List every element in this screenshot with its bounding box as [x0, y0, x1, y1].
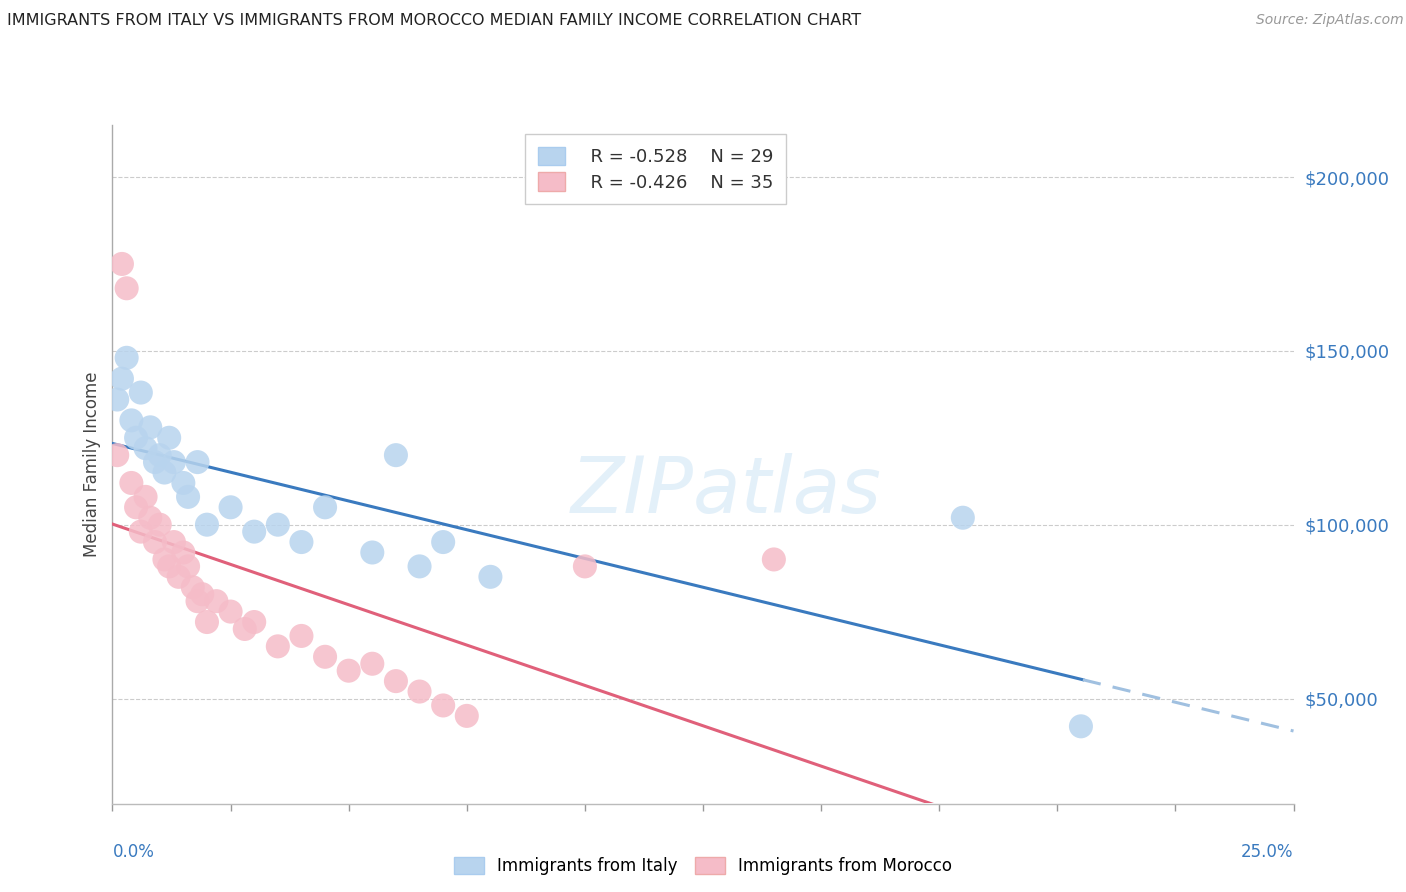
Point — [432, 535, 454, 549]
Point — [157, 559, 180, 574]
Point — [479, 570, 502, 584]
Point — [385, 674, 408, 689]
Point — [432, 698, 454, 713]
Point — [139, 420, 162, 434]
Point — [205, 594, 228, 608]
Point — [952, 510, 974, 524]
Point — [219, 500, 242, 515]
Point — [120, 413, 142, 427]
Point — [361, 545, 384, 559]
Point — [361, 657, 384, 671]
Text: 25.0%: 25.0% — [1241, 843, 1294, 861]
Point — [177, 559, 200, 574]
Point — [129, 385, 152, 400]
Point — [139, 510, 162, 524]
Point — [337, 664, 360, 678]
Point — [172, 475, 194, 490]
Point — [153, 466, 176, 480]
Point — [125, 500, 148, 515]
Point — [177, 490, 200, 504]
Point — [105, 448, 128, 462]
Point — [135, 441, 157, 455]
Point — [1070, 719, 1092, 733]
Point — [115, 351, 138, 365]
Point — [157, 431, 180, 445]
Point — [149, 517, 172, 532]
Point — [149, 448, 172, 462]
Point — [243, 524, 266, 539]
Point — [408, 684, 430, 698]
Point — [191, 587, 214, 601]
Point — [574, 559, 596, 574]
Text: 0.0%: 0.0% — [112, 843, 155, 861]
Point — [385, 448, 408, 462]
Point — [163, 455, 186, 469]
Point — [135, 490, 157, 504]
Point — [195, 517, 218, 532]
Legend:   R = -0.528    N = 29,   R = -0.426    N = 35: R = -0.528 N = 29, R = -0.426 N = 35 — [526, 134, 786, 204]
Point — [125, 431, 148, 445]
Point — [195, 615, 218, 629]
Point — [105, 392, 128, 407]
Point — [167, 570, 190, 584]
Point — [219, 605, 242, 619]
Point — [267, 517, 290, 532]
Y-axis label: Median Family Income: Median Family Income — [83, 371, 101, 557]
Point — [172, 545, 194, 559]
Point — [314, 500, 336, 515]
Point — [153, 552, 176, 566]
Point — [111, 372, 134, 386]
Point — [111, 257, 134, 271]
Point — [314, 649, 336, 664]
Point — [115, 281, 138, 295]
Point — [408, 559, 430, 574]
Legend: Immigrants from Italy, Immigrants from Morocco: Immigrants from Italy, Immigrants from M… — [446, 849, 960, 884]
Point — [233, 622, 256, 636]
Point — [163, 535, 186, 549]
Point — [120, 475, 142, 490]
Point — [186, 594, 208, 608]
Point — [290, 535, 312, 549]
Point — [143, 455, 166, 469]
Point — [129, 524, 152, 539]
Point — [267, 640, 290, 654]
Text: Source: ZipAtlas.com: Source: ZipAtlas.com — [1256, 13, 1403, 28]
Point — [290, 629, 312, 643]
Text: ZIPatlas: ZIPatlas — [571, 453, 882, 529]
Point — [243, 615, 266, 629]
Point — [456, 709, 478, 723]
Point — [181, 580, 204, 594]
Point — [762, 552, 785, 566]
Text: IMMIGRANTS FROM ITALY VS IMMIGRANTS FROM MOROCCO MEDIAN FAMILY INCOME CORRELATIO: IMMIGRANTS FROM ITALY VS IMMIGRANTS FROM… — [7, 13, 860, 29]
Point — [143, 535, 166, 549]
Point — [186, 455, 208, 469]
